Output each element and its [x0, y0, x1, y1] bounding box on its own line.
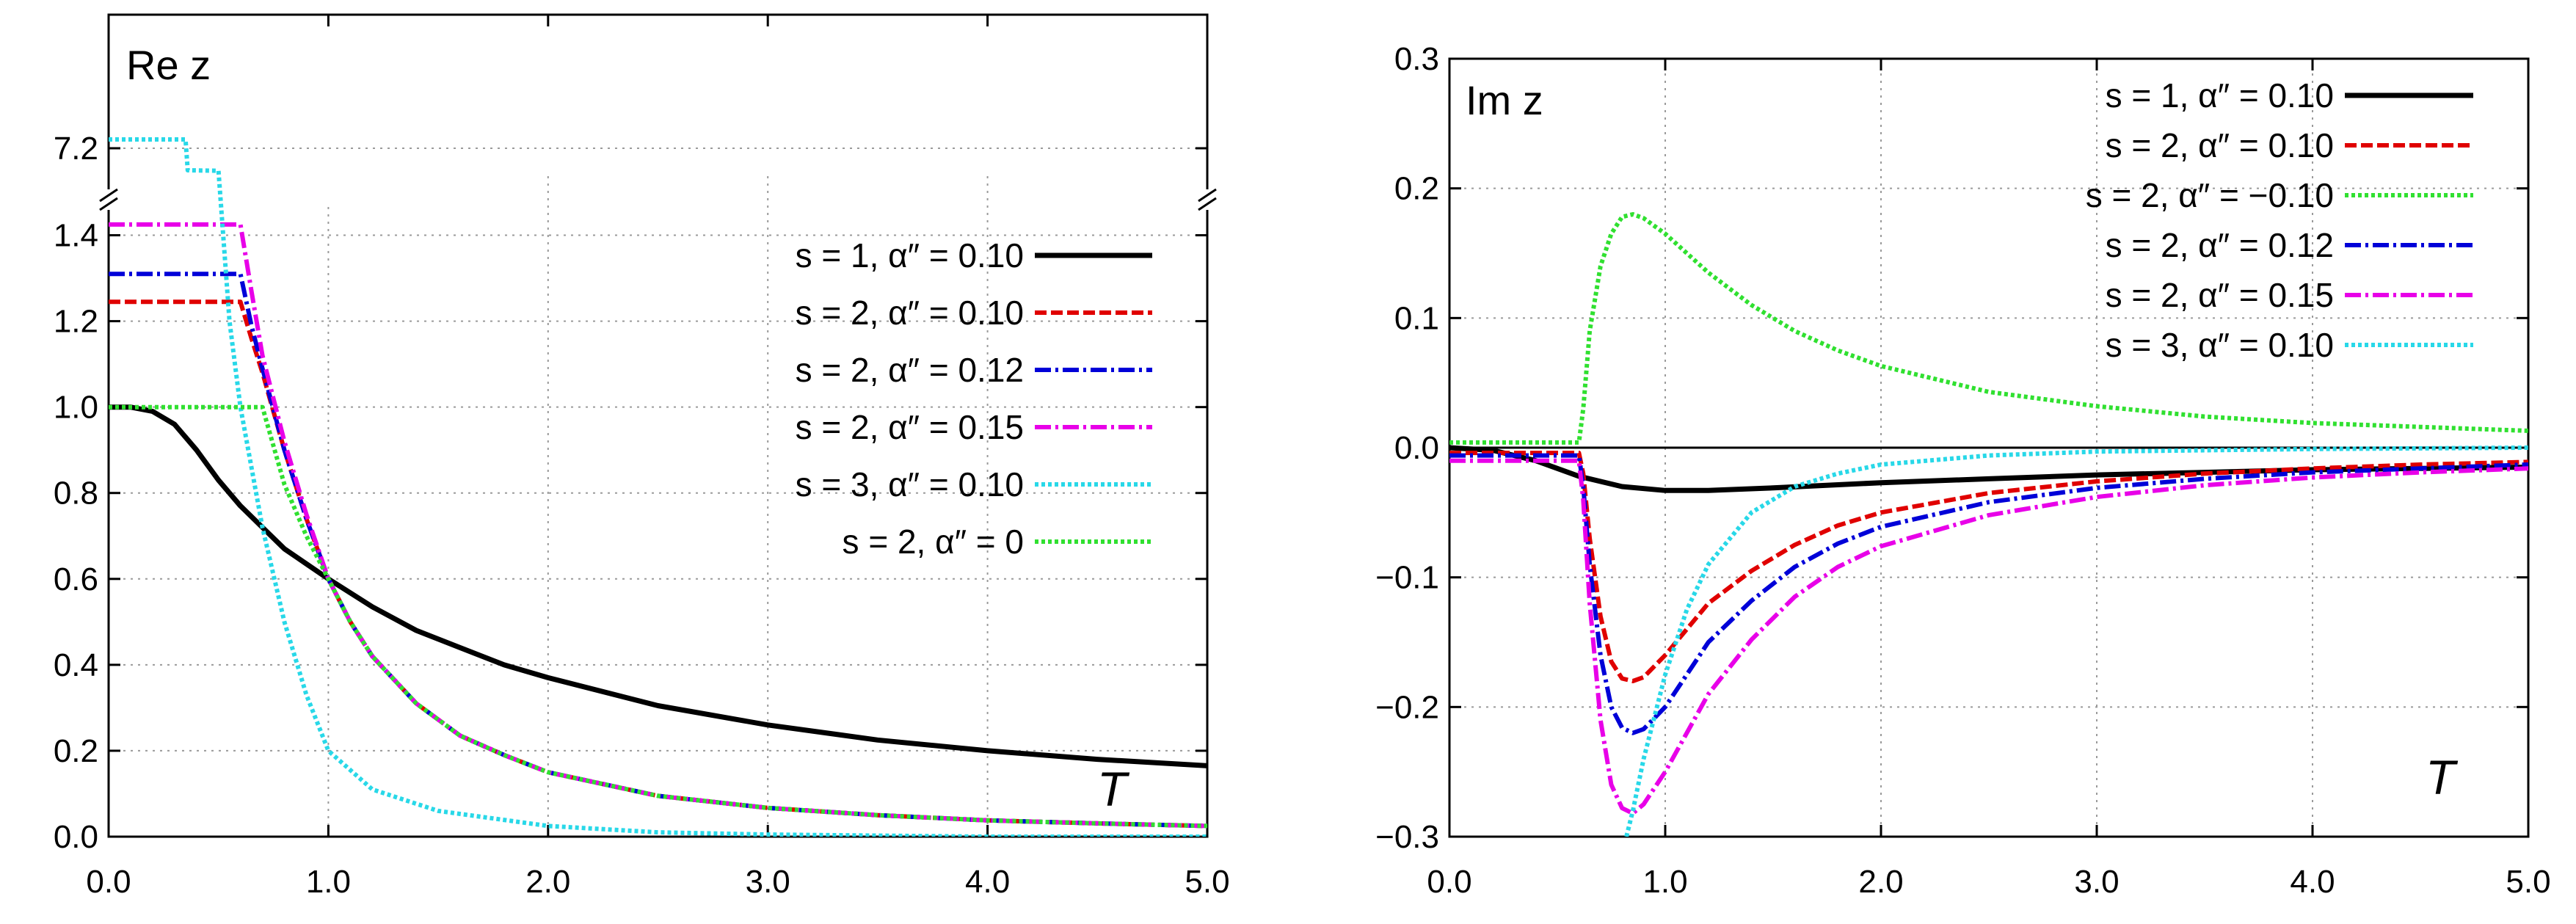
- y-tick-label: 1.2: [54, 304, 98, 340]
- y-tick-label: 1.0: [54, 390, 98, 426]
- y-tick-label: 1.4: [54, 218, 98, 254]
- y-tick-label: 0.2: [1394, 171, 1439, 207]
- series-line-5: [109, 404, 1207, 829]
- series-line-5: [1624, 445, 2528, 837]
- legend-label: s = 2, α″ = 0.10: [2106, 126, 2334, 164]
- legend-label: s = 2, α″ = 0.15: [2106, 276, 2334, 314]
- x-tick-label: 1.0: [1642, 864, 1687, 900]
- x-tick-label: 2.0: [1858, 864, 1903, 900]
- y-tick-label: −0.1: [1375, 560, 1439, 596]
- y-tick-label: 0.2: [54, 733, 98, 769]
- x-tick-label: 3.0: [746, 864, 790, 900]
- legend-label: s = 2, α″ = 0.12: [796, 351, 1024, 389]
- legend-label: s = 2, α″ = 0: [843, 523, 1024, 561]
- re-z-chart: 0.0 1.0 2.0 3.0 4.0 5.0 0.0 0.2 0.4 0.6 0.8 1.0 1.2 1…: [54, 13, 1230, 900]
- series-line-2: [109, 272, 1207, 829]
- panel-title: Im z: [1466, 77, 1543, 123]
- series-line-0: [109, 404, 1207, 768]
- plot-frame: [107, 13, 1209, 838]
- legend-label: s = 1, α″ = 0.10: [796, 236, 1024, 274]
- axis-break-mark: [1198, 197, 1217, 211]
- y-tick-label: 0.4: [54, 647, 98, 683]
- x-axis-title: T: [1097, 762, 1130, 816]
- x-tick-label: 5.0: [2506, 864, 2550, 900]
- y-tick-label: 0.1: [1394, 300, 1439, 336]
- y-tick-label: 0.6: [54, 561, 98, 597]
- series-line-4: [109, 137, 1207, 837]
- series-line-1: [109, 299, 1207, 829]
- y-tick-label: 7.2: [54, 131, 98, 167]
- x-tick-label: 4.0: [2290, 864, 2335, 900]
- x-tick-label: 4.0: [965, 864, 1010, 900]
- y-tick-label: −0.2: [1375, 689, 1439, 725]
- im-z-chart: 0.0 1.0 2.0 3.0 4.0 5.0 0.3 0.2 0.1 0.0 −0.1 −0.2 −0…: [1375, 41, 2550, 900]
- x-tick-label: 0.0: [1427, 864, 1471, 900]
- panel-title: Re z: [126, 42, 211, 88]
- axis-break-mark: [1198, 188, 1217, 203]
- series-line-2: [1449, 212, 2528, 445]
- y-tick-label: 0.0: [54, 819, 98, 855]
- x-tick-label: 0.0: [86, 864, 131, 900]
- series-group: [1449, 212, 2528, 837]
- series-line-1: [1449, 451, 2528, 683]
- x-tick-label: 2.0: [525, 864, 570, 900]
- legend-label: s = 3, α″ = 0.10: [2106, 326, 2334, 364]
- legend-label: s = 3, α″ = 0.10: [796, 465, 1024, 503]
- legend-label: s = 2, α″ = 0.12: [2106, 226, 2334, 264]
- x-tick-label: 5.0: [1185, 864, 1229, 900]
- y-tick-label: 0.0: [1394, 430, 1439, 466]
- series-line-4: [1449, 458, 2528, 816]
- legend-label: s = 2, α″ = 0.10: [796, 294, 1024, 332]
- legend-label: s = 2, α″ = 0.15: [796, 408, 1024, 446]
- axis-break-mark: [99, 188, 118, 203]
- y-tick-label: −0.3: [1375, 819, 1439, 855]
- x-tick-label: 3.0: [2074, 864, 2119, 900]
- legend-label: s = 2, α″ = −0.10: [2086, 176, 2334, 214]
- y-tick-label: 0.8: [54, 476, 98, 512]
- axis-break-mark: [99, 197, 118, 211]
- series-line-3: [1449, 453, 2528, 735]
- series-group: [109, 137, 1207, 837]
- x-axis-title: T: [2426, 750, 2459, 804]
- y-tick-label: 0.3: [1394, 41, 1439, 77]
- legend-label: s = 1, α″ = 0.10: [2106, 76, 2334, 114]
- x-tick-label: 1.0: [306, 864, 351, 900]
